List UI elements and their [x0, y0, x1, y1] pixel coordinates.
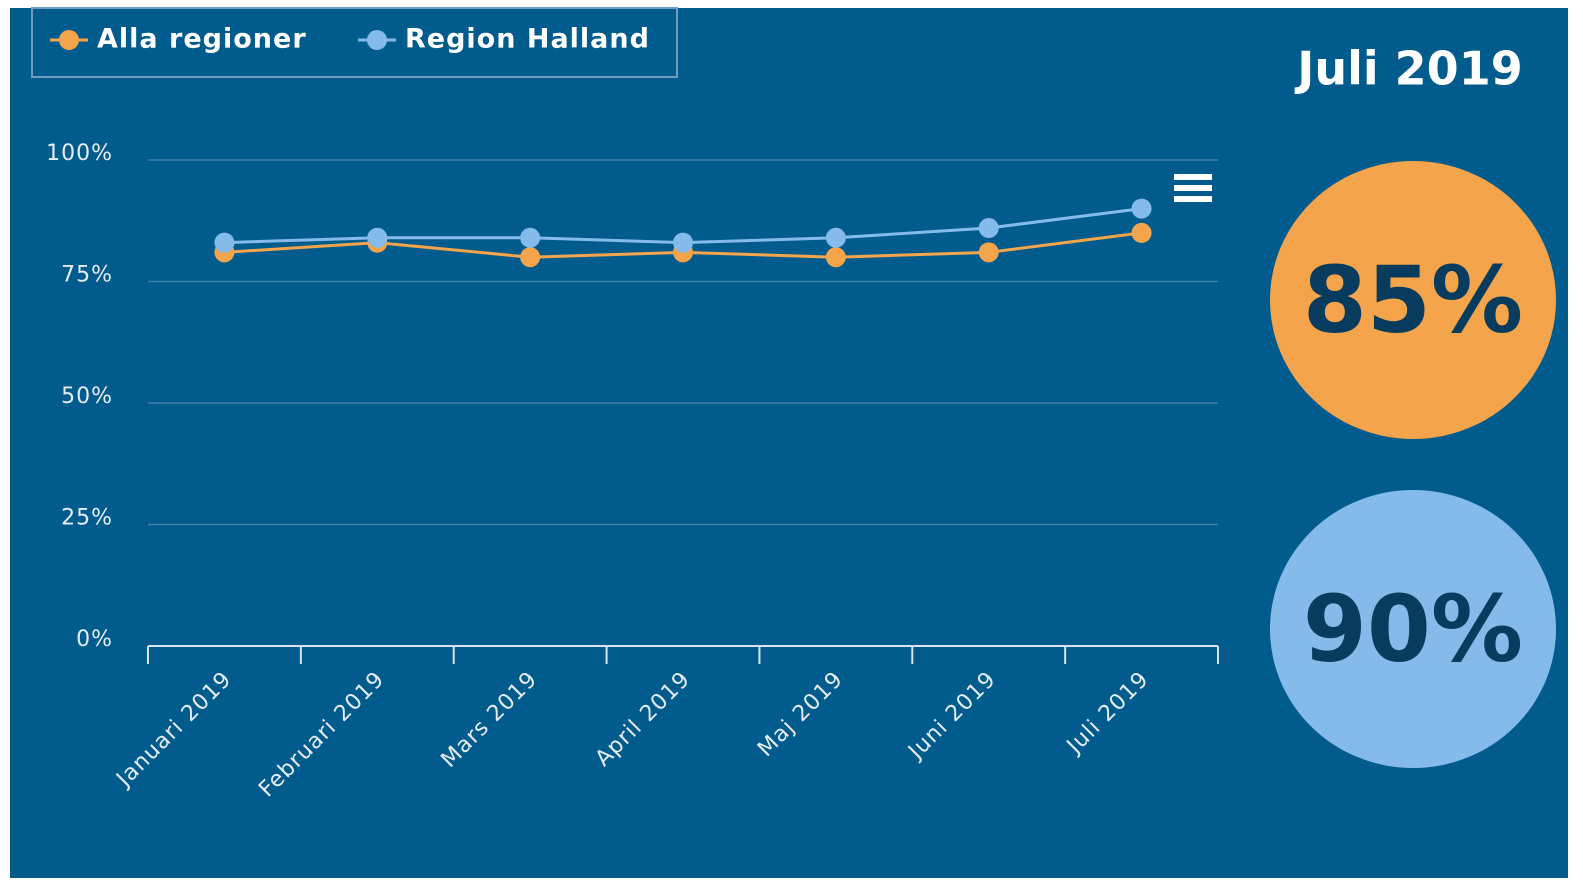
- y-tick-label: 100%: [46, 141, 113, 166]
- menu-icon[interactable]: [1174, 174, 1212, 202]
- summary-circle: [1270, 161, 1556, 439]
- legend-marker: [59, 30, 79, 50]
- menu-bar: [1174, 174, 1212, 180]
- data-point: [214, 232, 235, 253]
- summary-value: 90%: [1303, 575, 1523, 682]
- data-point: [367, 227, 388, 248]
- summary-value: 85%: [1303, 246, 1523, 353]
- y-tick-label: 75%: [61, 263, 113, 288]
- summary-circle: [1270, 490, 1556, 768]
- legend-label: Alla regioner: [97, 24, 307, 55]
- menu-bar: [1174, 185, 1212, 191]
- data-point: [978, 242, 999, 263]
- data-point: [1131, 198, 1152, 219]
- data-point: [520, 227, 541, 248]
- y-tick-label: 25%: [61, 506, 113, 531]
- legend-label: Region Halland: [405, 24, 650, 55]
- summary-title: Juli 2019: [1294, 42, 1522, 96]
- legend-item: Alla regioner: [50, 24, 307, 55]
- data-point: [978, 218, 999, 239]
- y-tick-label: 0%: [76, 627, 113, 652]
- data-point: [1131, 222, 1152, 243]
- data-point: [520, 247, 541, 268]
- menu-bar: [1174, 196, 1212, 202]
- legend-box: [31, 7, 678, 78]
- data-point: [825, 247, 846, 268]
- background: [10, 8, 1568, 878]
- legend-marker: [367, 30, 387, 50]
- data-point: [825, 227, 846, 248]
- legend-item: Region Halland: [358, 24, 650, 55]
- data-point: [673, 232, 693, 253]
- y-tick-label: 50%: [61, 384, 113, 409]
